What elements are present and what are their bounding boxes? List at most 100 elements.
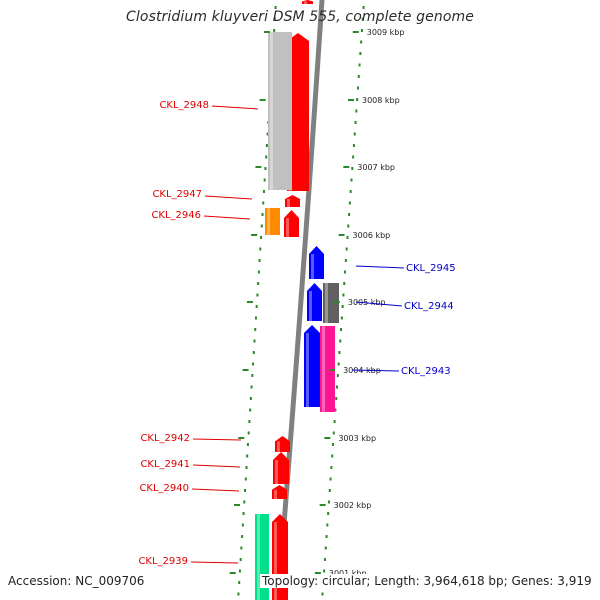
track-dot bbox=[273, 17, 276, 21]
track-dot bbox=[362, 6, 365, 9]
track-dot bbox=[334, 408, 337, 412]
gene-feature bbox=[272, 485, 287, 499]
scale-tick-label: 3001 kbp bbox=[329, 569, 367, 578]
gene-label: CKL_2945 bbox=[406, 263, 456, 274]
gene-label: CKL_2939 bbox=[138, 556, 188, 567]
track-dot bbox=[331, 454, 334, 458]
gene-label: CKL_2944 bbox=[404, 301, 454, 312]
track-dot bbox=[359, 52, 362, 55]
track-dot bbox=[352, 155, 355, 159]
track-dot bbox=[345, 247, 348, 251]
scale-tick-label: 3002 kbp bbox=[334, 501, 372, 510]
gene-feature bbox=[285, 195, 300, 207]
gene-labels: CKL_2948 CKL_2947 CKL_2946 CKL_2945 CKL_2944… bbox=[138, 100, 455, 567]
topology-text: Topology: circular; Length: 3,964,618 bp… bbox=[260, 574, 594, 588]
label-leader-line bbox=[192, 438, 242, 441]
track-dot bbox=[357, 75, 360, 78]
track-dot bbox=[333, 420, 336, 423]
scale-tick-label: 3008 kbp bbox=[362, 96, 400, 105]
label-leader-line bbox=[351, 369, 400, 372]
gene-highlight bbox=[309, 291, 312, 321]
track-dot bbox=[238, 581, 241, 584]
gene-highlight bbox=[277, 441, 280, 452]
track-dot bbox=[326, 523, 329, 527]
track-dot bbox=[353, 132, 356, 136]
track-dot bbox=[325, 535, 328, 538]
track-dot bbox=[323, 558, 326, 561]
track-dot bbox=[238, 569, 241, 573]
gene-highlight bbox=[274, 522, 277, 600]
track-dot bbox=[331, 443, 334, 446]
track-dot bbox=[352, 144, 355, 147]
gene-features bbox=[255, 0, 339, 600]
track-dot bbox=[360, 40, 363, 44]
scale-tick bbox=[255, 166, 262, 168]
track-dot bbox=[260, 224, 263, 228]
track-dot bbox=[360, 29, 363, 32]
track-dot bbox=[265, 155, 268, 159]
track-dot bbox=[265, 144, 268, 147]
track-dot bbox=[327, 512, 330, 515]
scale-tick bbox=[229, 572, 236, 574]
label-leader-line bbox=[355, 301, 403, 307]
gene-label: CKL_2941 bbox=[140, 459, 190, 470]
scale-tick bbox=[348, 99, 354, 101]
gene-highlight bbox=[311, 254, 314, 279]
track-dot bbox=[340, 316, 343, 320]
track-dot bbox=[249, 408, 252, 412]
track-dot bbox=[239, 558, 242, 561]
scale-tick bbox=[259, 99, 266, 101]
track-dot bbox=[250, 385, 253, 389]
track-dot bbox=[337, 362, 340, 366]
gene-feature bbox=[273, 452, 289, 484]
track-dot bbox=[266, 132, 269, 136]
track-dot bbox=[344, 270, 347, 274]
gene-label: CKL_2943 bbox=[401, 366, 451, 377]
gene-highlight bbox=[270, 32, 273, 190]
label-leader-line bbox=[355, 265, 405, 269]
gc-dot-track bbox=[237, 6, 365, 596]
track-dot bbox=[328, 489, 331, 492]
scale-tick bbox=[314, 572, 321, 574]
scale-tick bbox=[263, 31, 270, 33]
scale-tick-label: 3007 kbp bbox=[357, 163, 395, 172]
track-dot bbox=[329, 477, 332, 481]
scale-tick bbox=[338, 234, 345, 236]
backbone-line bbox=[275, 0, 325, 600]
scale-tick bbox=[352, 31, 359, 33]
track-dot bbox=[355, 109, 358, 113]
track-dot bbox=[324, 546, 327, 550]
track-dot bbox=[349, 190, 352, 193]
gene-feature bbox=[323, 283, 339, 323]
scale-tick-label: 3003 kbp bbox=[338, 434, 376, 443]
track-dot bbox=[273, 29, 276, 32]
track-dot bbox=[348, 213, 351, 216]
track-dot bbox=[341, 305, 344, 308]
track-dot bbox=[327, 500, 330, 504]
gene-highlight bbox=[275, 460, 278, 484]
scale-tick bbox=[319, 504, 326, 506]
gene-feature bbox=[302, 0, 313, 4]
track-dot bbox=[321, 592, 324, 596]
track-dot bbox=[255, 305, 258, 308]
gene-feature bbox=[304, 325, 320, 407]
track-dot bbox=[256, 293, 259, 297]
track-dot bbox=[252, 351, 255, 354]
track-dot bbox=[354, 121, 357, 124]
gene-feature bbox=[287, 33, 309, 191]
track-dot bbox=[336, 374, 339, 377]
scale-tick bbox=[246, 301, 253, 303]
track-dot bbox=[361, 17, 364, 21]
gene-feature bbox=[275, 436, 290, 452]
track-dot bbox=[346, 236, 349, 239]
gene-feature bbox=[309, 246, 324, 279]
accession-text: Accession: NC_009706 bbox=[8, 574, 145, 588]
track-dot bbox=[257, 282, 260, 285]
scale-tick bbox=[333, 301, 340, 303]
track-dot bbox=[356, 86, 359, 90]
track-dot bbox=[254, 316, 257, 320]
scale-tick bbox=[242, 369, 249, 371]
track-dot bbox=[350, 178, 353, 182]
label-leader-line bbox=[190, 561, 239, 564]
track-dot bbox=[351, 167, 354, 170]
